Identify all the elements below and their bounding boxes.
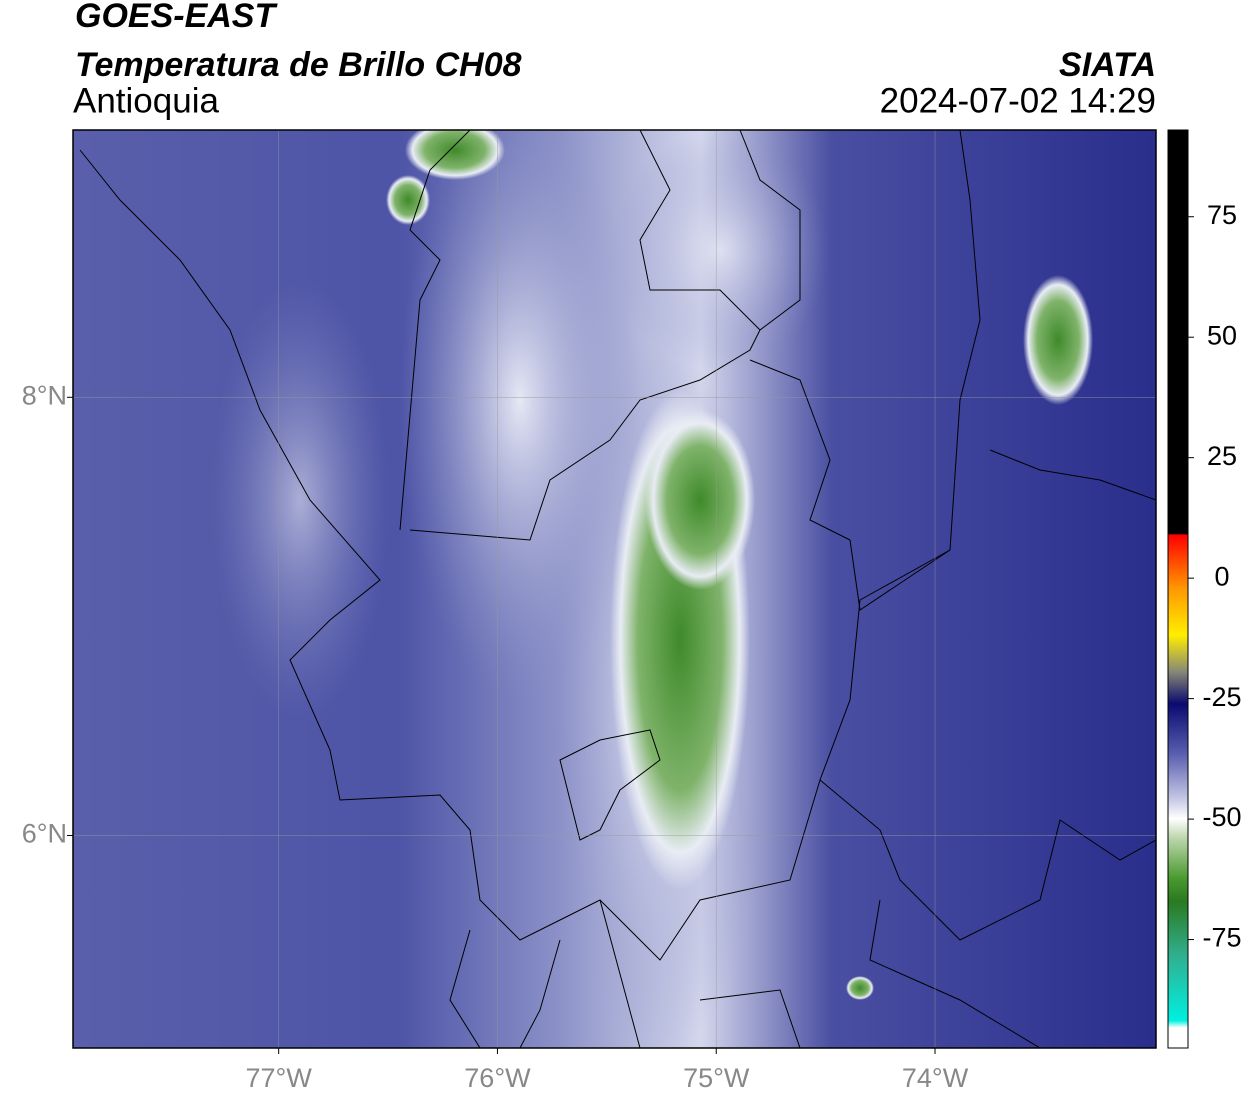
region: Antioquia — [73, 81, 219, 120]
x-tick-label: 76°W — [464, 1063, 531, 1093]
colorbar-tick-label: -75 — [1202, 923, 1241, 953]
colorbar — [1167, 129, 1189, 1049]
title: GOES-EAST — [75, 0, 278, 35]
x-tick-label: 77°W — [245, 1063, 312, 1093]
y-tick-label: 8°N — [22, 380, 67, 410]
colorbar-tick-label: -25 — [1202, 682, 1241, 712]
colorbar-tick-label: 0 — [1214, 561, 1229, 591]
subtitle: Temperatura de Brillo CH08 — [75, 46, 522, 84]
timestamp: 2024-07-02 14:29 — [880, 81, 1156, 120]
colorbar-tick-label: 75 — [1207, 200, 1237, 230]
map-frame — [72, 129, 1157, 1049]
source: SIATA — [1059, 46, 1156, 84]
x-tick-label: 74°W — [902, 1063, 969, 1093]
colorbar-tick-label: 50 — [1207, 320, 1237, 350]
map-image — [73, 130, 1156, 1048]
graticule — [73, 130, 1156, 1048]
colorbar-tick-label: 25 — [1207, 441, 1237, 471]
y-tick-label: 6°N — [22, 819, 67, 849]
x-tick-label: 75°W — [683, 1063, 750, 1093]
colorbar-tick-label: -50 — [1202, 802, 1241, 832]
